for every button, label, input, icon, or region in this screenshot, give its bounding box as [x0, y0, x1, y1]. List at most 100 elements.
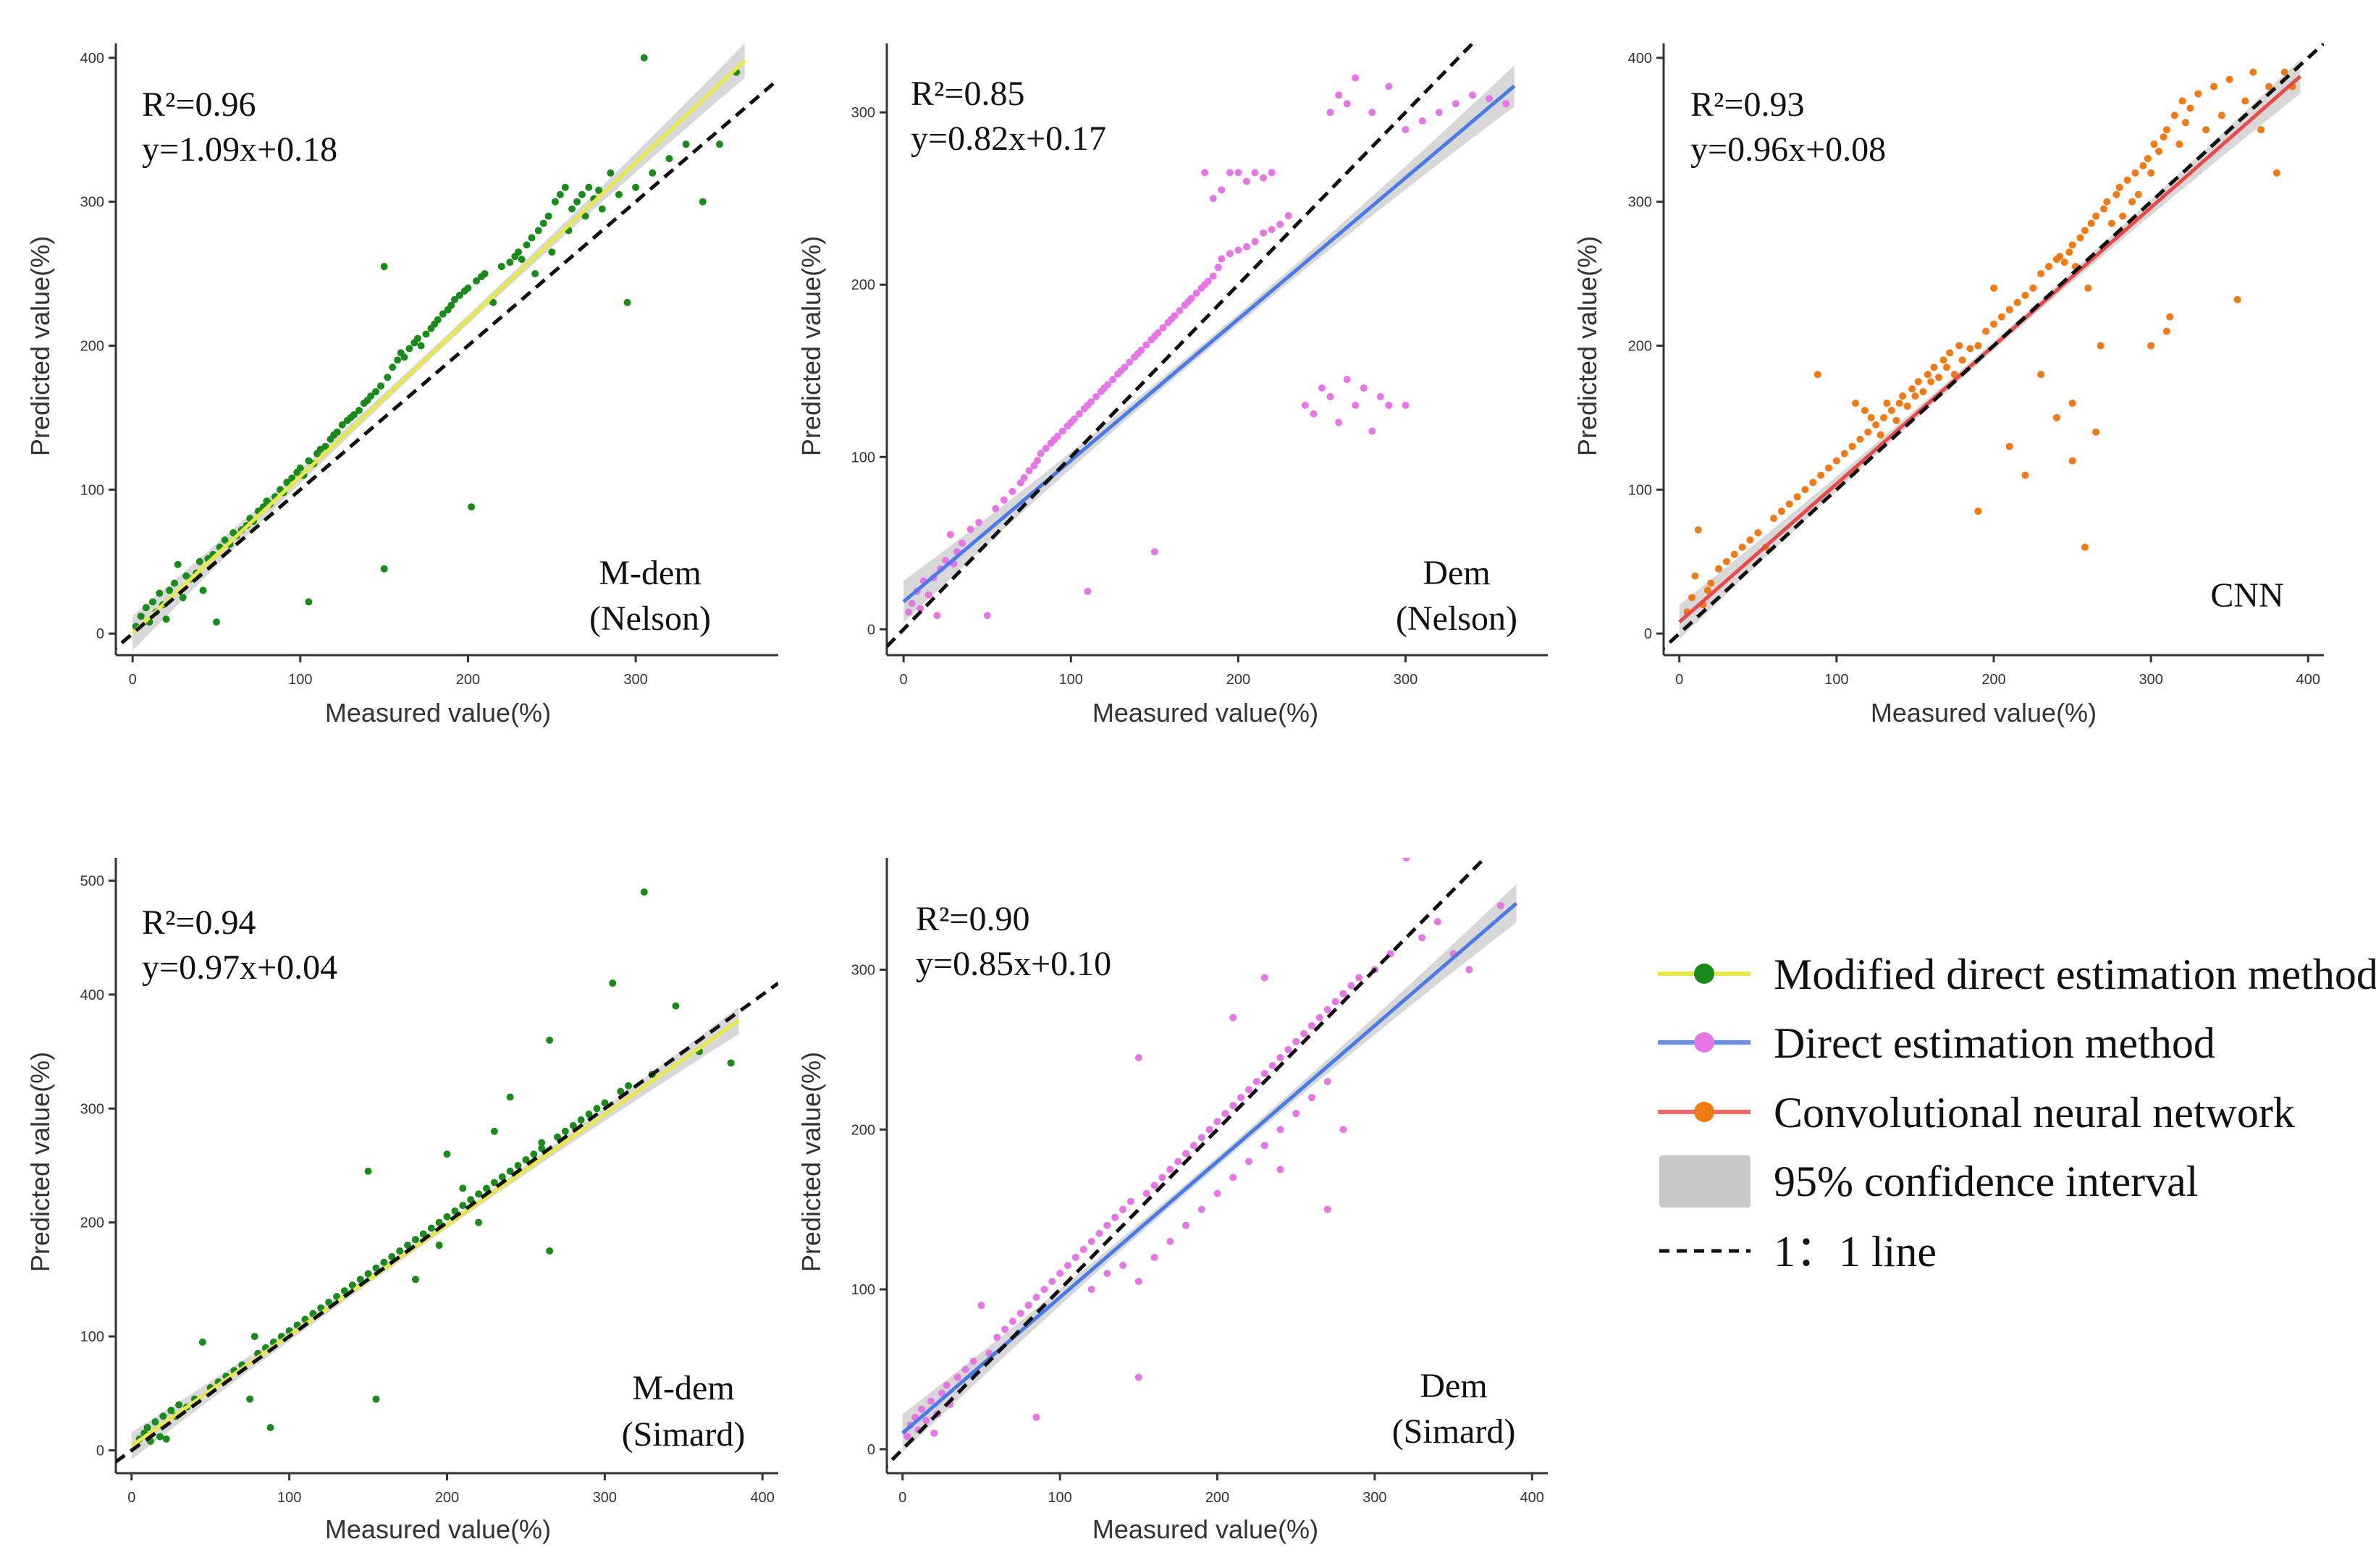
data-point — [1307, 1094, 1315, 1102]
data-point — [1301, 401, 1309, 409]
panel-tag-dataset: (Nelson) — [1396, 599, 1517, 638]
data-point — [1084, 587, 1092, 595]
data-point — [1171, 312, 1179, 320]
data-point — [1134, 1278, 1142, 1286]
data-point — [473, 277, 481, 285]
r2-label: R²=0.85 — [911, 75, 1024, 113]
x-tick-label: 400 — [2296, 672, 2320, 688]
x-tick-label: 0 — [900, 672, 908, 688]
data-point — [1323, 1006, 1331, 1013]
data-point — [966, 526, 974, 534]
data-point — [1126, 1197, 1134, 1205]
data-point — [1939, 356, 1947, 364]
panel-dem-simard: 0 100 200 300 400 0 100 200 300 Measured value(%… — [796, 858, 1548, 1544]
data-point — [171, 579, 179, 587]
y-tick-label: 300 — [80, 195, 104, 211]
data-point — [1343, 100, 1351, 108]
data-point — [977, 1302, 985, 1310]
data-point — [159, 1412, 167, 1420]
data-point — [417, 342, 425, 350]
data-point — [1205, 1126, 1213, 1134]
data-point — [546, 1036, 554, 1044]
data-point — [156, 1433, 164, 1441]
data-point — [1754, 529, 1762, 536]
data-point — [578, 190, 586, 198]
data-point — [1801, 486, 1809, 494]
data-point — [481, 270, 489, 278]
data-point — [1103, 1221, 1111, 1229]
data-point — [2280, 68, 2288, 76]
y-tick-label: 200 — [851, 277, 875, 293]
data-point — [539, 219, 547, 227]
data-point — [1201, 169, 1209, 177]
panel-tag-method: CNN — [2210, 576, 2283, 615]
data-point — [1385, 401, 1393, 409]
data-point — [1056, 1270, 1064, 1278]
y-axis-label: Predicted value(%) — [25, 1052, 55, 1272]
data-point — [199, 586, 207, 594]
data-point — [1895, 400, 1903, 408]
y-tick-label: 300 — [851, 963, 875, 979]
data-point — [1368, 427, 1376, 435]
x-axis-label: Measured value(%) — [325, 698, 551, 728]
data-point — [1150, 548, 1158, 556]
legend-item-modified: Modified direct estimation method — [1658, 951, 2376, 998]
plot-area — [887, 43, 1516, 648]
data-point — [1197, 1205, 1205, 1213]
data-point — [1331, 998, 1339, 1006]
data-point — [1244, 1086, 1252, 1094]
data-point — [1126, 358, 1134, 366]
data-point — [1872, 421, 1880, 429]
data-point — [266, 1424, 274, 1432]
x-tick-label: 100 — [1059, 672, 1083, 688]
x-tick-label: 200 — [1981, 672, 2005, 688]
data-point — [983, 612, 991, 620]
regression-line — [130, 1019, 740, 1448]
data-point — [380, 565, 388, 573]
data-point — [538, 1145, 546, 1152]
data-point — [411, 1276, 419, 1284]
data-point — [1997, 313, 2005, 321]
data-point — [623, 298, 631, 306]
data-point — [1030, 462, 1038, 470]
data-point — [2249, 68, 2257, 76]
data-point — [1876, 431, 1884, 439]
data-point — [394, 356, 402, 364]
y-tick-label: 300 — [851, 105, 875, 121]
y-tick-label: 500 — [80, 873, 104, 889]
x-tick-label: 300 — [2139, 672, 2162, 688]
data-point — [1087, 398, 1095, 406]
y-tick-label: 100 — [851, 450, 875, 465]
data-point — [1218, 186, 1226, 194]
data-point — [548, 248, 556, 256]
data-point — [1887, 407, 1895, 414]
data-point — [411, 1236, 419, 1244]
data-point — [288, 474, 296, 482]
data-point — [1095, 1229, 1103, 1237]
data-point — [2128, 198, 2136, 206]
data-point — [1037, 450, 1045, 458]
data-point — [443, 1150, 451, 1158]
data-point — [1229, 1173, 1237, 1181]
data-point — [333, 1293, 340, 1301]
data-point — [2068, 241, 2076, 249]
data-point — [938, 1389, 946, 1397]
data-point — [1793, 493, 1801, 501]
data-point — [490, 1179, 498, 1186]
data-point — [162, 1435, 170, 1443]
data-point — [1880, 413, 1887, 421]
data-point — [917, 604, 924, 612]
data-point — [2166, 313, 2174, 321]
data-point — [1722, 557, 1730, 565]
identity-line — [887, 858, 1488, 1468]
data-point — [1218, 255, 1226, 263]
data-point — [1103, 1270, 1111, 1278]
data-point — [396, 1247, 404, 1255]
data-point — [2037, 270, 2045, 278]
data-point — [1335, 418, 1343, 426]
legend-dot-modified — [1694, 964, 1714, 984]
data-point — [1154, 329, 1162, 337]
x-tick-label: 300 — [593, 1490, 617, 1506]
y-tick-label: 0 — [96, 1443, 104, 1459]
legend-item-cnn: Convolutional neural network — [1658, 1089, 2295, 1137]
